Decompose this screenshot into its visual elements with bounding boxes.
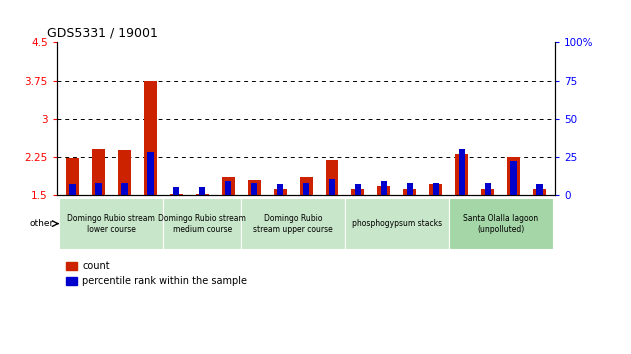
Bar	[196, 194, 209, 195]
Bar	[351, 189, 365, 195]
FancyBboxPatch shape	[345, 198, 449, 250]
Bar	[433, 183, 439, 195]
Bar	[173, 187, 179, 195]
Text: GDS5331 / 19001: GDS5331 / 19001	[47, 27, 158, 40]
Bar	[326, 160, 338, 195]
Bar	[92, 149, 105, 195]
Bar	[69, 184, 76, 195]
Bar	[66, 158, 79, 195]
Bar	[144, 81, 156, 195]
Bar	[429, 183, 442, 195]
Text: Santa Olalla lagoon
(unpolluted): Santa Olalla lagoon (unpolluted)	[463, 213, 538, 234]
Text: Domingo Rubio stream
medium course: Domingo Rubio stream medium course	[158, 213, 246, 234]
Bar	[251, 183, 257, 195]
Bar	[536, 184, 543, 195]
Bar	[329, 179, 335, 195]
Bar	[510, 161, 517, 195]
Bar	[147, 152, 153, 195]
Bar	[380, 181, 387, 195]
Bar	[199, 187, 206, 195]
FancyBboxPatch shape	[163, 198, 241, 250]
Bar	[377, 185, 391, 195]
Bar	[118, 150, 131, 195]
Bar	[406, 183, 413, 195]
Text: phosphogypsum stacks: phosphogypsum stacks	[352, 219, 442, 228]
Bar	[225, 181, 232, 195]
Bar	[481, 189, 494, 195]
Bar	[355, 184, 361, 195]
Bar	[300, 177, 312, 195]
Legend: count, percentile rank within the sample: count, percentile rank within the sample	[62, 257, 251, 290]
Bar	[274, 189, 286, 195]
Bar	[95, 183, 102, 195]
Bar	[221, 177, 235, 195]
FancyBboxPatch shape	[59, 198, 163, 250]
Bar	[170, 194, 183, 195]
Text: other: other	[30, 219, 54, 228]
Bar	[485, 183, 491, 195]
Bar	[456, 154, 468, 195]
Bar	[533, 189, 546, 195]
Bar	[303, 183, 309, 195]
Bar	[247, 181, 261, 195]
FancyBboxPatch shape	[449, 198, 553, 250]
Bar	[121, 183, 127, 195]
Bar	[507, 156, 520, 195]
Bar	[459, 149, 465, 195]
Bar	[277, 184, 283, 195]
FancyBboxPatch shape	[241, 198, 345, 250]
Bar	[403, 189, 416, 195]
Text: Domingo Rubio
stream upper course: Domingo Rubio stream upper course	[253, 213, 333, 234]
Text: Domingo Rubio stream
lower course: Domingo Rubio stream lower course	[68, 213, 155, 234]
